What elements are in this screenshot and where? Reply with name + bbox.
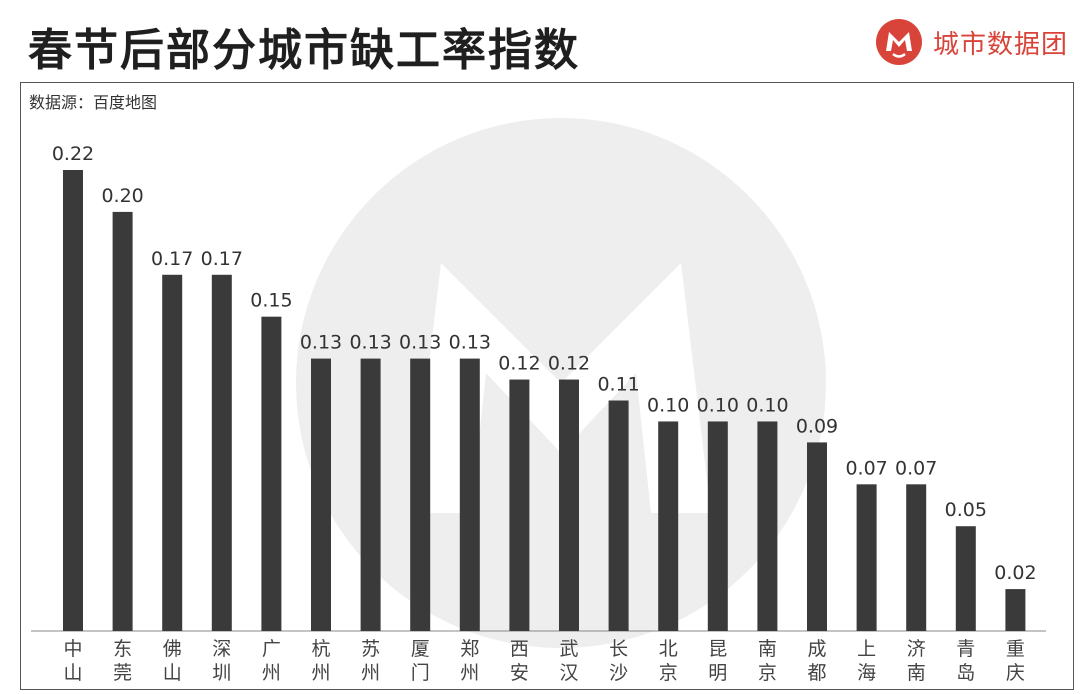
category-label: 西安 — [510, 638, 529, 684]
category-label: 重庆 — [1006, 638, 1025, 684]
category-label: 北京 — [659, 638, 678, 684]
category-label: 武汉 — [559, 638, 578, 684]
category-label: 郑州 — [460, 638, 479, 684]
bar-0 — [63, 170, 83, 631]
bar-2 — [162, 274, 183, 631]
brand: 城市数据团 — [875, 18, 1068, 66]
category-label: 深圳 — [212, 638, 231, 684]
bar-19 — [1005, 589, 1026, 631]
bar-8 — [459, 358, 480, 631]
bar-18 — [955, 526, 976, 631]
value-label: 0.10 — [746, 394, 788, 416]
value-label: 0.13 — [399, 332, 441, 354]
value-label: 0.10 — [647, 394, 689, 416]
value-label: 0.10 — [697, 394, 739, 416]
category-label: 上海 — [857, 638, 876, 684]
bar-12 — [658, 421, 679, 631]
bar-15 — [807, 442, 827, 631]
value-label: 0.15 — [250, 290, 292, 312]
bar-16 — [856, 484, 877, 631]
category-label: 杭州 — [311, 638, 330, 684]
city-data-team-logo-icon — [875, 19, 922, 65]
chart-title: 春节后部分城市缺工率指数 — [28, 25, 580, 76]
category-label: 南京 — [758, 638, 777, 684]
category-label: 济南 — [907, 638, 926, 684]
value-label: 0.20 — [101, 185, 143, 207]
category-label: 昆明 — [708, 638, 727, 684]
category-label: 广州 — [262, 638, 281, 684]
bar-9 — [509, 379, 530, 631]
value-label: 0.02 — [994, 562, 1036, 584]
bar-10 — [559, 379, 579, 631]
bar-1 — [112, 211, 133, 631]
bar-13 — [707, 421, 728, 631]
value-label: 0.07 — [895, 457, 937, 479]
category-label: 长沙 — [609, 638, 628, 684]
bar-5 — [311, 358, 331, 631]
value-label: 0.05 — [945, 499, 987, 521]
value-label: 0.07 — [845, 457, 887, 479]
value-label: 0.12 — [548, 353, 590, 375]
chart-frame: 数据源：百度地图 0.22 中山 0.20 东莞 0.17 佛山 0.17 深圳 0.15 广州 0… — [20, 82, 1074, 690]
category-label: 成都 — [807, 638, 826, 684]
brand-name: 城市数据团 — [932, 29, 1068, 60]
bar-11 — [608, 400, 629, 631]
value-label: 0.17 — [201, 248, 243, 270]
category-label: 中山 — [63, 638, 82, 684]
value-label: 0.13 — [349, 332, 391, 354]
category-label: 青岛 — [956, 638, 975, 684]
category-label: 佛山 — [163, 638, 182, 684]
category-label: 厦门 — [411, 638, 430, 684]
category-label: 苏州 — [361, 638, 380, 684]
value-label: 0.13 — [300, 332, 342, 354]
bar-14 — [757, 421, 778, 631]
value-label: 0.17 — [151, 248, 193, 270]
value-label: 0.22 — [52, 143, 94, 165]
bar-6 — [360, 358, 381, 631]
value-label: 0.09 — [796, 415, 838, 437]
bar-17 — [906, 484, 927, 631]
bar-chart: 0.22 中山 0.20 东莞 0.17 佛山 0.17 深圳 0.15 广州 0.13 杭州 0.13… — [31, 143, 1046, 684]
value-label: 0.11 — [597, 374, 639, 396]
bar-7 — [410, 358, 431, 631]
value-label: 0.12 — [498, 353, 540, 375]
category-label: 东莞 — [113, 638, 132, 684]
bar-4 — [261, 316, 282, 631]
data-source-note: 数据源：百度地图 — [29, 93, 158, 112]
bar-3 — [211, 274, 232, 631]
value-label: 0.13 — [449, 332, 491, 354]
